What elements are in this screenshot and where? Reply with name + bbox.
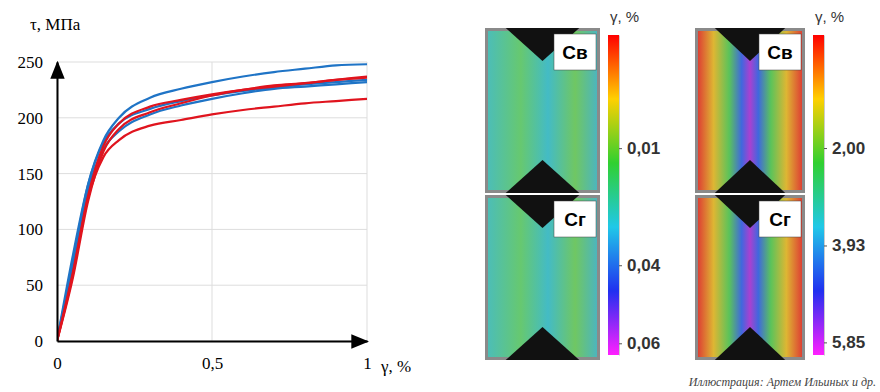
panel-label: Сг — [769, 209, 791, 230]
strain-field: Св Сг 2,00 3,93 5,85 γ, % — [695, 8, 865, 360]
axis-title: τ, МПа — [30, 15, 81, 34]
tick: 250 — [18, 53, 58, 72]
tick: 3,93 — [824, 236, 865, 255]
tick-label: 3,93 — [832, 236, 865, 255]
tick: 1 — [363, 341, 372, 373]
tick: 0,04 — [619, 256, 661, 275]
tick: 0,06 — [619, 334, 660, 353]
grid-line — [367, 62, 368, 341]
label-box — [554, 34, 596, 70]
axis-line — [619, 36, 620, 356]
tick-label: 0,5 — [202, 354, 223, 373]
tick-label: 0,06 — [627, 334, 660, 353]
tick: 200 — [18, 109, 58, 128]
panel-label: Св — [767, 42, 792, 63]
tick: 5,85 — [824, 333, 865, 352]
panel-label: Сг — [564, 209, 586, 230]
panel-background — [485, 195, 600, 360]
label-box — [759, 34, 801, 70]
lines — [57, 64, 367, 341]
series-line — [57, 77, 367, 341]
panel-background — [695, 28, 805, 193]
series-line — [57, 82, 367, 341]
tick-label: 0,01 — [627, 139, 660, 158]
tick-label: 5,85 — [832, 333, 865, 352]
caption: Иллюстрация: Артем Ильиных и др. — [688, 375, 876, 389]
tick: 100 — [18, 220, 58, 239]
grid-line — [57, 62, 58, 341]
tick-label: 250 — [18, 53, 44, 72]
series-line — [57, 99, 367, 341]
tick-label: 0 — [35, 332, 44, 351]
notch — [715, 160, 785, 193]
axis-line — [58, 341, 368, 343]
panel-label: Св — [562, 42, 587, 63]
tick-label: 1 — [363, 354, 372, 373]
specimen-panel: Сг — [485, 195, 600, 360]
colorbar — [813, 35, 824, 355]
tick-label: 200 — [18, 109, 44, 128]
axis-line — [57, 63, 59, 342]
strain-field: Св Сг 0,01 0,04 0,06 γ, % — [485, 8, 661, 360]
specimen-panel: Св — [695, 28, 805, 193]
tick-mark — [824, 148, 827, 149]
tick-mark — [619, 265, 622, 266]
line-chart: 05010015020025000,51τ, МПаγ, % — [18, 15, 412, 376]
panel-background — [485, 28, 600, 193]
colorbar-axis: 0,01 0,04 0,06 — [619, 36, 661, 356]
tick: 50 — [26, 276, 57, 295]
tick-mark — [619, 148, 622, 149]
tick: 2,00 — [824, 139, 865, 158]
series-line — [57, 80, 367, 341]
x-axis: 00,51 — [53, 341, 372, 373]
tick: 0,5 — [202, 341, 223, 373]
tick-label: 0 — [53, 354, 62, 373]
colorbar-title: γ, % — [815, 8, 844, 25]
tick: 0 — [35, 332, 58, 351]
y-axis: 0 50 100 150 200 250 — [18, 53, 58, 351]
label-box — [554, 201, 596, 237]
notch — [506, 160, 580, 193]
specimen-panel: Сг — [695, 195, 805, 360]
label-box — [759, 201, 801, 237]
axis-title: γ, % — [380, 357, 411, 376]
tick-label: 2,00 — [832, 139, 865, 158]
grid — [57, 62, 367, 341]
notch — [715, 327, 785, 360]
colorbar — [608, 35, 619, 355]
series-line — [57, 78, 367, 341]
tick: 0 — [53, 341, 62, 373]
tick-label: 150 — [18, 165, 44, 184]
colorbar-title: γ, % — [610, 8, 639, 25]
tick-label: 0,04 — [627, 256, 661, 275]
tick-mark — [619, 343, 622, 344]
series-line — [57, 64, 367, 341]
grid-line — [57, 341, 367, 342]
tick: 150 — [18, 165, 58, 184]
tick: 0,01 — [619, 139, 660, 158]
tick-mark — [824, 245, 827, 246]
figure: 05010015020025000,51τ, МПаγ, %СвСг0,010,… — [0, 0, 880, 392]
axis-line — [824, 36, 825, 356]
colorbar-axis: 2,00 3,93 5,85 — [824, 36, 865, 356]
notch — [506, 327, 580, 360]
tick-label: 50 — [26, 276, 43, 295]
grid-line — [212, 62, 213, 341]
specimen-panel: Св — [485, 28, 600, 193]
panel-background — [695, 195, 805, 360]
tick-mark — [824, 342, 827, 343]
tick-label: 100 — [18, 220, 44, 239]
